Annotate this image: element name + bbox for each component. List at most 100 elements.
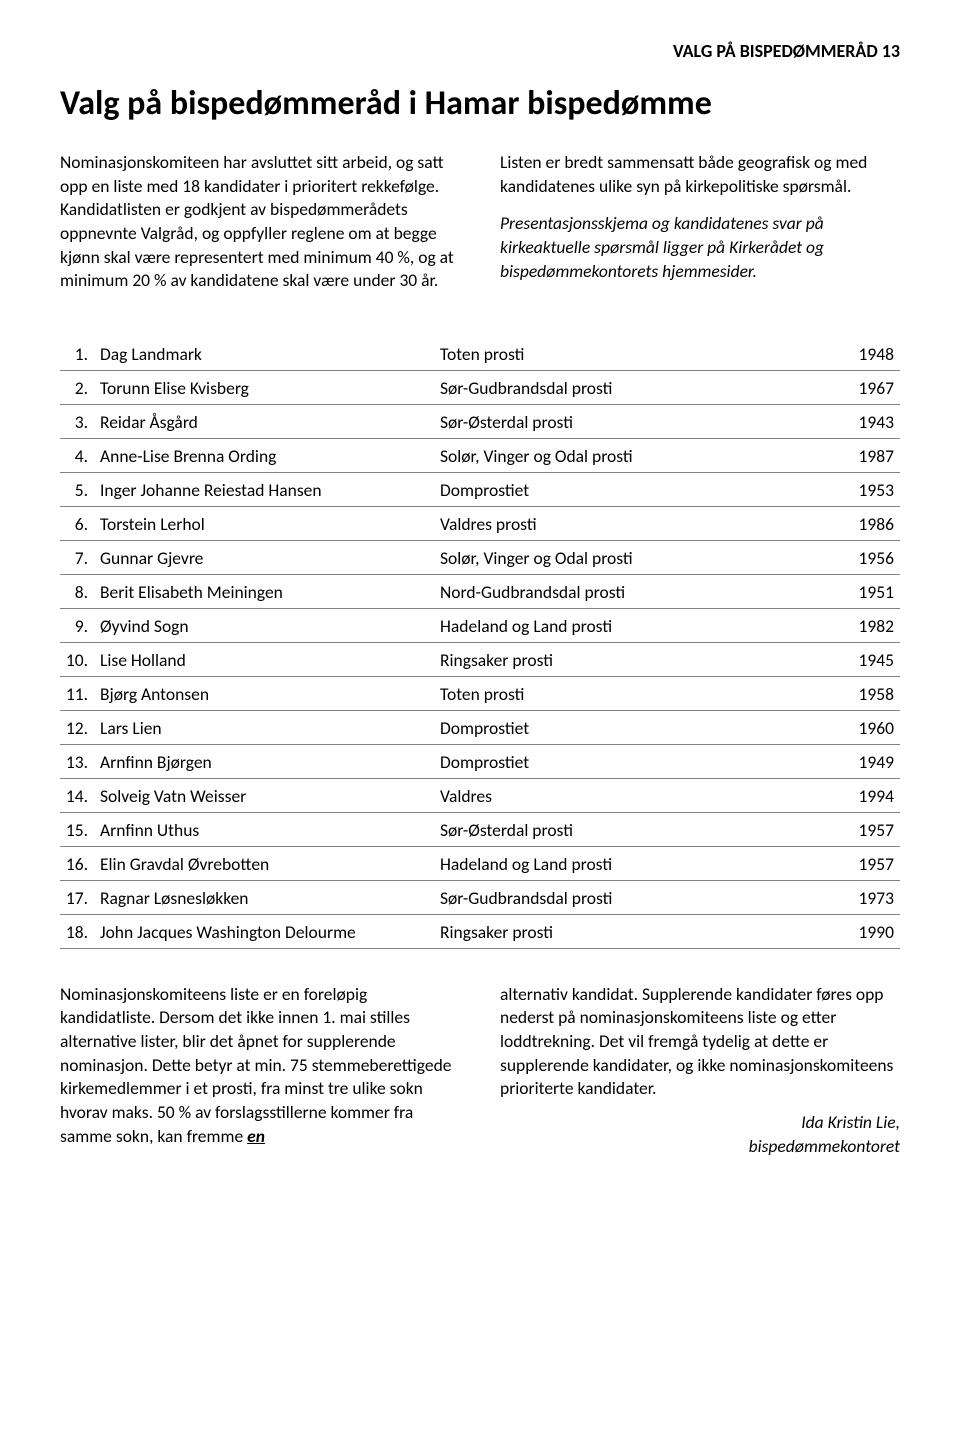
intro-right-p2: Presentasjonsskjema og kandidatenes svar… bbox=[500, 212, 900, 283]
candidate-number: 14. bbox=[60, 778, 96, 812]
table-row: 17.Ragnar LøsnesløkkenSør-Gudbrandsdal p… bbox=[60, 880, 900, 914]
candidate-name: Solveig Vatn Weisser bbox=[96, 778, 436, 812]
signature: Ida Kristin Lie, bispedømmekontoret bbox=[500, 1111, 900, 1158]
outro-left-p: Nominasjonskomiteens liste er en foreløp… bbox=[60, 983, 460, 1148]
candidate-name: Gunnar Gjevre bbox=[96, 540, 436, 574]
outro-left: Nominasjonskomiteens liste er en foreløp… bbox=[60, 983, 460, 1168]
outro-right: alternativ kandidat. Supplerende kandida… bbox=[500, 983, 900, 1168]
candidate-prosti: Sør-Gudbrandsdal prosti bbox=[436, 370, 830, 404]
candidate-number: 1. bbox=[60, 337, 96, 371]
candidate-number: 12. bbox=[60, 710, 96, 744]
candidate-number: 18. bbox=[60, 914, 96, 948]
candidate-prosti: Valdres prosti bbox=[436, 506, 830, 540]
candidate-name: Elin Gravdal Øvrebotten bbox=[96, 846, 436, 880]
candidate-prosti: Hadeland og Land prosti bbox=[436, 608, 830, 642]
candidate-number: 7. bbox=[60, 540, 96, 574]
candidate-number: 4. bbox=[60, 438, 96, 472]
table-row: 18.John Jacques Washington DelourmeRings… bbox=[60, 914, 900, 948]
candidate-number: 10. bbox=[60, 642, 96, 676]
candidate-prosti: Toten prosti bbox=[436, 676, 830, 710]
candidate-year: 1987 bbox=[830, 438, 900, 472]
candidate-prosti: Sør-Gudbrandsdal prosti bbox=[436, 880, 830, 914]
candidate-prosti: Domprostiet bbox=[436, 472, 830, 506]
candidate-number: 2. bbox=[60, 370, 96, 404]
candidate-prosti: Hadeland og Land prosti bbox=[436, 846, 830, 880]
outro-right-p: alternativ kandidat. Supplerende kandida… bbox=[500, 983, 900, 1101]
table-row: 6.Torstein LerholValdres prosti1986 bbox=[60, 506, 900, 540]
page-title: Valg på bispedømmeråd i Hamar bispedømme bbox=[60, 84, 900, 123]
candidate-year: 1945 bbox=[830, 642, 900, 676]
outro-columns: Nominasjonskomiteens liste er en foreløp… bbox=[60, 983, 900, 1168]
candidate-name: Bjørg Antonsen bbox=[96, 676, 436, 710]
candidate-number: 16. bbox=[60, 846, 96, 880]
candidate-name: Ragnar Løsnesløkken bbox=[96, 880, 436, 914]
table-row: 13.Arnfinn BjørgenDomprostiet1949 bbox=[60, 744, 900, 778]
candidate-prosti: Ringsaker prosti bbox=[436, 914, 830, 948]
candidate-year: 1960 bbox=[830, 710, 900, 744]
candidate-prosti: Nord-Gudbrandsdal prosti bbox=[436, 574, 830, 608]
candidate-prosti: Domprostiet bbox=[436, 710, 830, 744]
candidate-name: Øyvind Sogn bbox=[96, 608, 436, 642]
candidate-name: Arnfinn Uthus bbox=[96, 812, 436, 846]
candidate-year: 1967 bbox=[830, 370, 900, 404]
table-row: 3.Reidar ÅsgårdSør-Østerdal prosti1943 bbox=[60, 404, 900, 438]
table-row: 7.Gunnar GjevreSolør, Vinger og Odal pro… bbox=[60, 540, 900, 574]
table-row: 11.Bjørg AntonsenToten prosti1958 bbox=[60, 676, 900, 710]
candidate-prosti: Domprostiet bbox=[436, 744, 830, 778]
candidate-prosti: Sør-Østerdal prosti bbox=[436, 812, 830, 846]
candidate-number: 8. bbox=[60, 574, 96, 608]
candidate-year: 1953 bbox=[830, 472, 900, 506]
signature-org: bispedømmekontoret bbox=[749, 1135, 900, 1157]
candidate-name: Torunn Elise Kvisberg bbox=[96, 370, 436, 404]
candidate-name: John Jacques Washington Delourme bbox=[96, 914, 436, 948]
candidate-number: 9. bbox=[60, 608, 96, 642]
candidate-year: 1958 bbox=[830, 676, 900, 710]
candidate-year: 1956 bbox=[830, 540, 900, 574]
candidate-year: 1951 bbox=[830, 574, 900, 608]
candidate-number: 17. bbox=[60, 880, 96, 914]
candidate-number: 6. bbox=[60, 506, 96, 540]
table-row: 15.Arnfinn UthusSør-Østerdal prosti1957 bbox=[60, 812, 900, 846]
candidate-number: 15. bbox=[60, 812, 96, 846]
candidate-name: Lise Holland bbox=[96, 642, 436, 676]
candidate-number: 3. bbox=[60, 404, 96, 438]
candidate-number: 13. bbox=[60, 744, 96, 778]
candidate-table: 1.Dag LandmarkToten prosti19482.Torunn E… bbox=[60, 337, 900, 949]
candidate-name: Inger Johanne Reiestad Hansen bbox=[96, 472, 436, 506]
table-row: 16.Elin Gravdal ØvrebottenHadeland og La… bbox=[60, 846, 900, 880]
table-row: 1.Dag LandmarkToten prosti1948 bbox=[60, 337, 900, 371]
candidate-name: Berit Elisabeth Meiningen bbox=[96, 574, 436, 608]
candidate-year: 1973 bbox=[830, 880, 900, 914]
candidate-name: Reidar Åsgård bbox=[96, 404, 436, 438]
candidate-prosti: Valdres bbox=[436, 778, 830, 812]
intro-left: Nominasjonskomiteen har avsluttet sitt a… bbox=[60, 151, 460, 307]
candidate-prosti: Ringsaker prosti bbox=[436, 642, 830, 676]
candidate-prosti: Toten prosti bbox=[436, 337, 830, 371]
table-row: 10.Lise HollandRingsaker prosti1945 bbox=[60, 642, 900, 676]
intro-right: Listen er bredt sammensatt både geografi… bbox=[500, 151, 900, 307]
candidate-name: Arnfinn Bjørgen bbox=[96, 744, 436, 778]
candidate-name: Anne-Lise Brenna Ording bbox=[96, 438, 436, 472]
table-row: 4.Anne-Lise Brenna OrdingSolør, Vinger o… bbox=[60, 438, 900, 472]
candidate-prosti: Solør, Vinger og Odal prosti bbox=[436, 540, 830, 574]
candidate-number: 5. bbox=[60, 472, 96, 506]
table-row: 5.Inger Johanne Reiestad HansenDomprosti… bbox=[60, 472, 900, 506]
intro-left-p1: Nominasjonskomiteen har avsluttet sitt a… bbox=[60, 151, 460, 293]
outro-left-text: Nominasjonskomiteens liste er en foreløp… bbox=[60, 983, 452, 1147]
candidate-year: 1949 bbox=[830, 744, 900, 778]
outro-left-em: en bbox=[247, 1125, 265, 1147]
candidate-name: Dag Landmark bbox=[96, 337, 436, 371]
candidate-year: 1957 bbox=[830, 812, 900, 846]
candidate-year: 1943 bbox=[830, 404, 900, 438]
candidate-name: Torstein Lerhol bbox=[96, 506, 436, 540]
page-header: VALG PÅ BISPEDØMMERÅD 13 bbox=[60, 40, 900, 62]
intro-columns: Nominasjonskomiteen har avsluttet sitt a… bbox=[60, 151, 900, 307]
candidate-prosti: Solør, Vinger og Odal prosti bbox=[436, 438, 830, 472]
table-row: 12.Lars LienDomprostiet1960 bbox=[60, 710, 900, 744]
candidate-year: 1990 bbox=[830, 914, 900, 948]
table-row: 14.Solveig Vatn WeisserValdres1994 bbox=[60, 778, 900, 812]
candidate-prosti: Sør-Østerdal prosti bbox=[436, 404, 830, 438]
table-row: 9.Øyvind SognHadeland og Land prosti1982 bbox=[60, 608, 900, 642]
signature-name: Ida Kristin Lie, bbox=[801, 1111, 900, 1133]
candidate-year: 1948 bbox=[830, 337, 900, 371]
